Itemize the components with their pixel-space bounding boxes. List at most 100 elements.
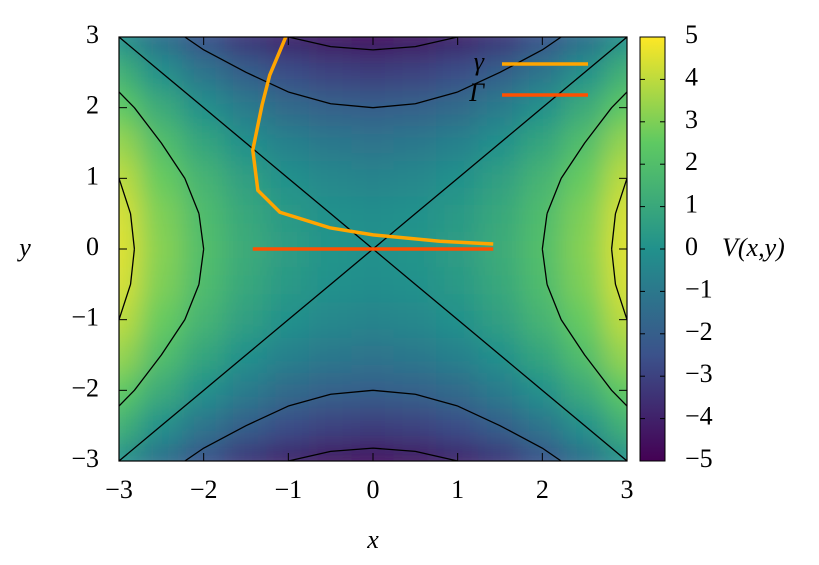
heat-cell bbox=[224, 266, 268, 303]
heat-cell bbox=[139, 230, 183, 268]
heat-cell bbox=[520, 266, 564, 303]
heat-cell bbox=[478, 301, 522, 338]
heat-cell bbox=[563, 195, 607, 232]
heat-cell bbox=[182, 37, 226, 56]
x-tick-label: −1 bbox=[274, 475, 302, 504]
heat-cell bbox=[393, 407, 437, 444]
heat-cell bbox=[520, 160, 564, 197]
heat-cell bbox=[119, 160, 141, 197]
heat-cell bbox=[436, 266, 480, 303]
heat-cell bbox=[605, 124, 627, 162]
heat-cell bbox=[182, 301, 226, 338]
heat-cell bbox=[309, 372, 353, 409]
heat-cell bbox=[309, 301, 353, 338]
heat-cell bbox=[182, 407, 226, 444]
axes: γΓ −3 −2 −1 0 1 2 3 −3 −2 −1 0 1 2 3 −5 −4 −3 −2 −1 0 1 2 3 4 5 bbox=[71, 20, 712, 504]
colorbar-tick-label: −5 bbox=[685, 444, 713, 473]
contour-line bbox=[119, 37, 627, 461]
heat-cell bbox=[119, 266, 141, 303]
contour-line bbox=[119, 91, 627, 407]
curves bbox=[250, 37, 494, 251]
colorbar-tick-label: 2 bbox=[685, 147, 698, 176]
heat-cell bbox=[436, 124, 480, 162]
heat-cell bbox=[182, 336, 226, 374]
curve bbox=[250, 37, 494, 246]
y-tick-label: −2 bbox=[71, 373, 99, 402]
x-tick-label: 0 bbox=[367, 475, 380, 504]
heat-cell bbox=[119, 195, 141, 232]
heat-cell bbox=[139, 89, 183, 126]
heat-cell bbox=[605, 266, 627, 303]
heat-cell bbox=[605, 230, 627, 268]
heat-cell bbox=[605, 301, 627, 338]
heat-cell bbox=[520, 407, 564, 444]
heat-cell bbox=[182, 266, 226, 303]
heat-cell bbox=[605, 54, 627, 91]
colorbar-tick-label: −1 bbox=[685, 274, 713, 303]
y-tick-label: −1 bbox=[71, 303, 99, 332]
heat-cell bbox=[119, 89, 141, 126]
heat-cell bbox=[119, 230, 141, 268]
x-axis-label: x bbox=[366, 525, 379, 554]
heat-cell bbox=[436, 372, 480, 409]
heat-cell bbox=[393, 372, 437, 409]
heat-cell bbox=[182, 124, 226, 162]
heat-cell bbox=[478, 442, 522, 461]
heat-cell bbox=[605, 372, 627, 409]
heat-cell bbox=[139, 160, 183, 197]
colorbar-tick-label: 0 bbox=[685, 232, 698, 261]
x-tick-label: 3 bbox=[621, 475, 634, 504]
y-tick-label: 1 bbox=[86, 161, 99, 190]
heat-cell bbox=[182, 442, 226, 461]
heat-cell bbox=[436, 407, 480, 444]
heat-cell bbox=[266, 442, 310, 461]
heat-cell bbox=[309, 407, 353, 444]
heat-cell bbox=[119, 372, 141, 409]
heat-cell bbox=[266, 266, 310, 303]
heat-cell bbox=[266, 54, 310, 91]
contour-line bbox=[288, 37, 458, 461]
heat-cell bbox=[563, 37, 607, 56]
heat-cell bbox=[351, 124, 395, 162]
heat-cell bbox=[393, 89, 437, 126]
heat-cell bbox=[351, 301, 395, 338]
x-tick-label: 1 bbox=[451, 475, 464, 504]
contour-line bbox=[184, 37, 562, 461]
heat-cell bbox=[478, 372, 522, 409]
heat-cell bbox=[119, 124, 141, 162]
heat-cell bbox=[436, 442, 480, 461]
heat-cell bbox=[605, 336, 627, 374]
heat-cell bbox=[224, 195, 268, 232]
heat-cell bbox=[309, 89, 353, 126]
heat-cell bbox=[520, 54, 564, 91]
heat-cell bbox=[309, 124, 353, 162]
heat-cell bbox=[563, 372, 607, 409]
heat-cell bbox=[224, 37, 268, 56]
heat-cell bbox=[266, 37, 310, 56]
heat-cell bbox=[520, 336, 564, 374]
heat-cell bbox=[139, 266, 183, 303]
heat-cell bbox=[266, 336, 310, 374]
heat-cell bbox=[351, 37, 395, 56]
heat-cell bbox=[563, 301, 607, 338]
heat-cell bbox=[393, 54, 437, 91]
heat-cell bbox=[351, 54, 395, 91]
heat-cell bbox=[351, 160, 395, 197]
heat-cell bbox=[520, 195, 564, 232]
legend-label: Γ bbox=[468, 78, 485, 107]
heat-cell bbox=[139, 301, 183, 338]
colorbar-tick-label: 1 bbox=[685, 190, 698, 219]
colorbar-tick-label: 3 bbox=[685, 105, 698, 134]
heat-cell bbox=[182, 195, 226, 232]
heat-cell bbox=[266, 407, 310, 444]
heat-cell bbox=[393, 336, 437, 374]
heat-cell bbox=[119, 407, 141, 444]
heat-cell bbox=[520, 124, 564, 162]
heat-cell bbox=[119, 301, 141, 338]
heat-cell bbox=[351, 442, 395, 461]
heat-cell bbox=[393, 160, 437, 197]
x-tick-label: 2 bbox=[536, 475, 549, 504]
y-tick-label: 0 bbox=[86, 232, 99, 261]
heat-cell bbox=[605, 160, 627, 197]
